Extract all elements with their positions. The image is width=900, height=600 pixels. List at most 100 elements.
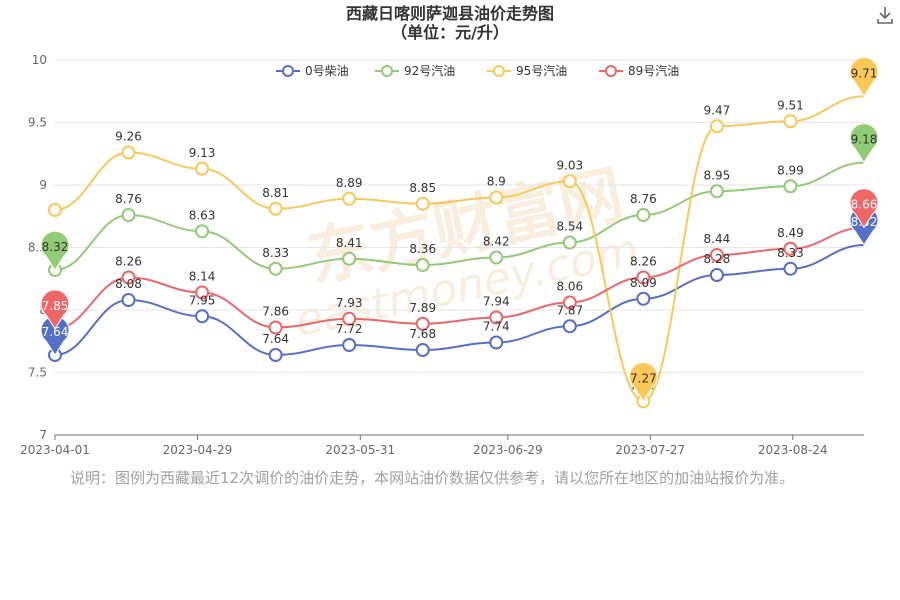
- grid-lines: [55, 59, 864, 436]
- data-label: 8.41: [336, 236, 363, 250]
- data-point: [489, 190, 504, 205]
- data-label: 9.51: [777, 98, 804, 112]
- pin-label: 9.71: [851, 66, 878, 80]
- legend-item[interactable]: 0号柴油: [276, 64, 349, 78]
- pin-shape: [40, 289, 70, 330]
- data-label: 7.72: [336, 322, 363, 336]
- data-label: 7.94: [483, 295, 510, 309]
- x-tick-label: 2023-07-27: [615, 443, 685, 457]
- data-label: 8.09: [630, 276, 657, 290]
- data-point: [783, 261, 798, 276]
- data-label: 8.44: [704, 232, 731, 246]
- data-point: [562, 235, 577, 250]
- pin-label: 7.27: [630, 371, 657, 385]
- legend-marker: [381, 65, 393, 77]
- data-point: [342, 311, 357, 326]
- legend-marker: [282, 65, 294, 77]
- x-tick-label: 2023-05-31: [325, 443, 395, 457]
- data-point: [709, 184, 724, 199]
- data-point: [268, 320, 283, 335]
- data-label: 7.89: [409, 301, 436, 315]
- x-tick-label: 2023-08-24: [758, 443, 828, 457]
- value-pin: 7.85: [40, 289, 70, 330]
- data-point: [342, 251, 357, 266]
- pin-shape: [628, 362, 658, 403]
- data-label: 8.63: [189, 208, 216, 222]
- data-point: [709, 119, 724, 134]
- data-point: [121, 145, 136, 160]
- y-tick-label: 9: [39, 178, 47, 192]
- data-label: 8.36: [409, 242, 436, 256]
- data-label: 8.9: [487, 175, 506, 189]
- data-point: [783, 241, 798, 256]
- data-point: [709, 248, 724, 262]
- data-point: [489, 335, 504, 350]
- pin-shape: [849, 57, 879, 98]
- data-label: 7.64: [262, 332, 289, 346]
- data-point: [783, 179, 798, 194]
- data-point: [121, 270, 136, 285]
- data-label: 9.03: [556, 158, 583, 172]
- legend-item[interactable]: 92号汽油: [375, 63, 455, 78]
- download-icon[interactable]: [874, 4, 896, 26]
- legend-label: 0号柴油: [305, 64, 349, 78]
- value-pin: 7.27: [628, 362, 658, 403]
- data-point: [415, 258, 430, 272]
- series-layer: [48, 95, 865, 409]
- data-point: [268, 201, 283, 216]
- data-label: 8.89: [336, 176, 363, 190]
- data-point: [415, 316, 430, 331]
- data-label: 7.74: [483, 320, 510, 334]
- y-tick-label: 7: [39, 428, 47, 442]
- data-point: [342, 191, 357, 206]
- value-pin: 8.32: [40, 230, 70, 271]
- legend[interactable]: 0号柴油 92号汽油 95号汽油 89号汽油: [276, 63, 679, 78]
- legend-marker: [493, 65, 505, 77]
- data-label: 8.95: [704, 168, 731, 182]
- data-label: 8.26: [630, 255, 657, 269]
- data-label: 8.08: [115, 277, 142, 291]
- data-point: [195, 224, 210, 239]
- data-label: 8.33: [777, 246, 804, 260]
- pin-label: 9.18: [851, 133, 878, 147]
- legend-item[interactable]: 89号汽油: [599, 63, 679, 78]
- data-point: [268, 261, 283, 276]
- data-point: [489, 250, 504, 265]
- data-label: 8.14: [189, 270, 216, 284]
- chart-title-unit: （单位：元/升）: [391, 23, 509, 42]
- data-point: [636, 291, 651, 306]
- data-point: [562, 295, 577, 310]
- data-label: 9.47: [704, 103, 731, 117]
- data-label: 7.68: [409, 327, 436, 341]
- data-point: [342, 338, 357, 352]
- data-label: 8.33: [262, 246, 289, 260]
- data-label: 8.76: [115, 192, 142, 206]
- data-label: 8.49: [777, 226, 804, 240]
- pin-shape: [849, 188, 879, 229]
- y-tick-label: 10: [32, 53, 47, 67]
- legend-marker: [605, 65, 617, 77]
- data-point: [195, 161, 210, 176]
- pin-label: 8.66: [851, 198, 878, 212]
- value-pin: 8.66: [849, 188, 879, 229]
- data-point: [415, 343, 430, 357]
- data-point: [195, 285, 210, 300]
- data-point: [636, 270, 651, 285]
- data-point: [268, 348, 283, 362]
- pin-label: 8.32: [42, 240, 69, 254]
- data-label: 8.28: [704, 252, 731, 266]
- data-point: [636, 208, 651, 222]
- legend-label: 95号汽油: [516, 63, 567, 78]
- pin-label: 7.64: [42, 325, 69, 339]
- data-label: 9.26: [115, 130, 142, 144]
- data-point: [489, 310, 504, 325]
- x-tick-label: 2023-04-29: [163, 443, 233, 457]
- legend-item[interactable]: 95号汽油: [487, 63, 567, 78]
- data-point: [415, 196, 430, 211]
- chart-note: 说明：图例为西藏最近12次调价的油价走势，本网站油价数据仅供参考，请以您所在地区…: [70, 469, 795, 487]
- value-pin: 9.71: [849, 57, 879, 98]
- chart-title: 西藏日喀则萨迦县油价走势图 （单位：元/升）: [0, 4, 900, 42]
- x-axis: 2023-04-01 2023-04-29 2023-05-31 2023-06-29…: [20, 434, 864, 457]
- data-point: [783, 114, 798, 129]
- pin-shape: [40, 230, 70, 271]
